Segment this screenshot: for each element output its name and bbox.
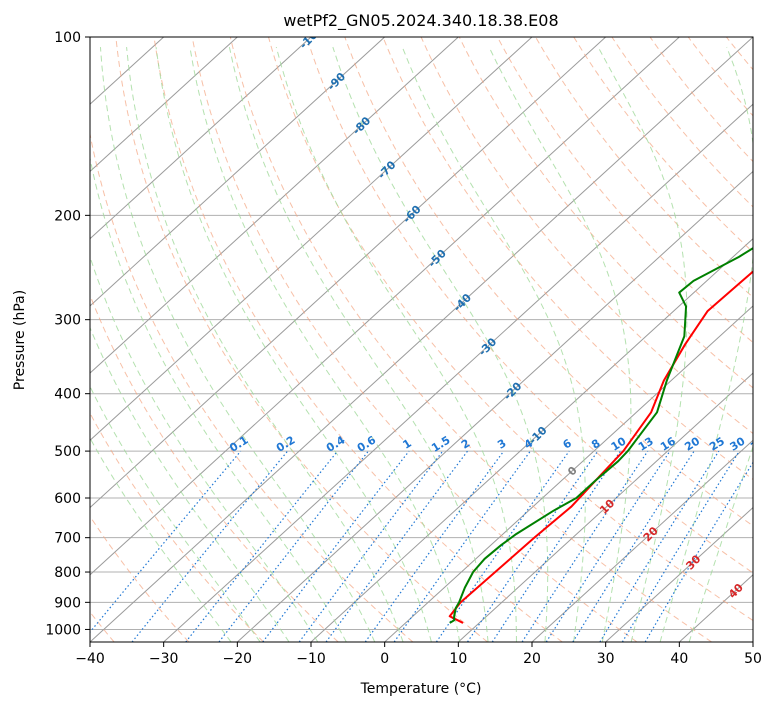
moist-adiabat-line: [99, 47, 376, 642]
dry-adiabat-line: [90, 293, 339, 642]
y-tick-label: 300: [54, 313, 81, 329]
mixing-ratio-line: [364, 450, 505, 642]
moist-adiabat-line: [189, 47, 461, 642]
moist-adiabat-line: [401, 46, 586, 642]
temperature-line: [448, 270, 753, 624]
dry-adiabat-line: [115, 37, 488, 642]
moist-adiabat-line: [228, 46, 489, 642]
y-tick-label: 800: [54, 565, 81, 581]
chart-title: wetPf2_GN05.2024.340.18.38.E08: [283, 11, 558, 31]
y-tick-label: 700: [54, 531, 81, 547]
mixing-ratio-line: [545, 450, 671, 642]
mixing-ratio-line: [262, 450, 410, 642]
isotherm-line: [163, 103, 753, 642]
moist-adiabat-line: [90, 326, 290, 642]
isotherm-line: [384, 305, 753, 642]
mixing-ratio-line: [572, 450, 695, 642]
dry-adiabat-line: [458, 37, 753, 389]
mixing-ratio-line: [599, 450, 720, 642]
isotherm-line: [605, 506, 753, 642]
dry-adiabat-line: [344, 37, 753, 527]
x-tick-label: 20: [523, 651, 541, 667]
y-tick-label: 600: [54, 491, 81, 507]
isotherm-line: [752, 641, 753, 642]
y-tick-label: 100: [54, 30, 81, 46]
moist-adiabat-line: [90, 437, 232, 642]
dry-adiabat-line: [268, 37, 753, 622]
dry-adiabat-line: [496, 37, 753, 344]
isotherm-line: [90, 37, 533, 442]
dewpoint-line: [449, 246, 753, 624]
mixing-ratio-label: 36: [748, 434, 768, 453]
isotherm-line: [90, 37, 753, 642]
y-tick-label: 900: [54, 595, 81, 611]
moist-adiabat-line: [275, 46, 517, 642]
isotherm-line: [531, 439, 753, 642]
y-tick-label: 1000: [45, 622, 81, 638]
mixing-ratio-line: [185, 450, 339, 642]
moist-adiabat-line: [126, 47, 404, 642]
moist-adiabat-line: [90, 385, 261, 642]
isotherm-line: [90, 37, 238, 173]
isotherm-line: [236, 170, 753, 642]
dry-adiabat-line: [649, 37, 753, 163]
isotherm-line: [90, 37, 459, 374]
isotherm-line: [457, 372, 753, 642]
x-tick-label: −10: [296, 651, 326, 667]
dry-adiabat-line: [573, 37, 753, 253]
moist-adiabat-line: [688, 445, 753, 642]
y-axis-label: Pressure (hPa): [12, 290, 28, 390]
y-axis-ticks: 100 200 300 400 500 600 700 800 900 1000: [45, 30, 90, 638]
dry-adiabat-line: [420, 37, 753, 435]
mixing-ratio-line: [644, 461, 753, 642]
isotherm-line: [90, 37, 680, 576]
dry-adiabat-line: [306, 37, 753, 574]
y-tick-label: 500: [54, 444, 81, 460]
dry-adiabat-line: [382, 37, 753, 481]
mixing-ratio-line: [90, 450, 242, 634]
moist-adiabat-line: [597, 46, 688, 642]
x-tick-label: −20: [223, 651, 253, 667]
mixing-ratio-line: [218, 450, 369, 642]
series-lines: [448, 246, 753, 624]
mixing-ratio-line: [393, 450, 531, 642]
mixing-ratio-line: [467, 450, 599, 642]
moist-adiabat-line: [332, 46, 549, 642]
x-axis-ticks: −40 −30 −20 −10 0 10 20 30 40 50: [75, 642, 762, 667]
x-tick-label: 30: [597, 651, 615, 667]
plot-border: [89, 36, 754, 643]
moist-adiabat-line: [488, 46, 632, 642]
plot-frame: [89, 36, 754, 643]
y-tick-label: 200: [54, 208, 81, 224]
moist-adiabat-line: [155, 47, 432, 642]
moist-adiabat-line: [90, 255, 319, 642]
x-axis-label: Temperature (°C): [360, 681, 482, 697]
x-tick-label: 0: [380, 651, 389, 667]
x-tick-label: 10: [449, 651, 467, 667]
dry-adiabat-line: [90, 412, 264, 642]
mixing-ratio-line: [131, 450, 289, 642]
dry-adiabat-line: [229, 37, 712, 642]
y-tick-label: 400: [54, 387, 81, 403]
x-tick-label: −40: [75, 651, 105, 667]
x-tick-label: 40: [670, 651, 688, 667]
x-tick-label: −30: [149, 651, 179, 667]
moist-adiabat-line: [659, 46, 753, 642]
isotherm-line: [310, 237, 753, 642]
dry-adiabat-line: [765, 37, 775, 642]
mixing-ratio-line: [621, 450, 740, 642]
isotherm-line: [90, 37, 607, 509]
isotherm-line: [90, 37, 386, 307]
dry-adiabat-line: [90, 131, 414, 642]
isotherm-line: [90, 37, 312, 240]
dry-adiabat-line: [153, 37, 563, 642]
moist-adiabat-line: [90, 155, 347, 642]
x-tick-label: 50: [744, 651, 762, 667]
